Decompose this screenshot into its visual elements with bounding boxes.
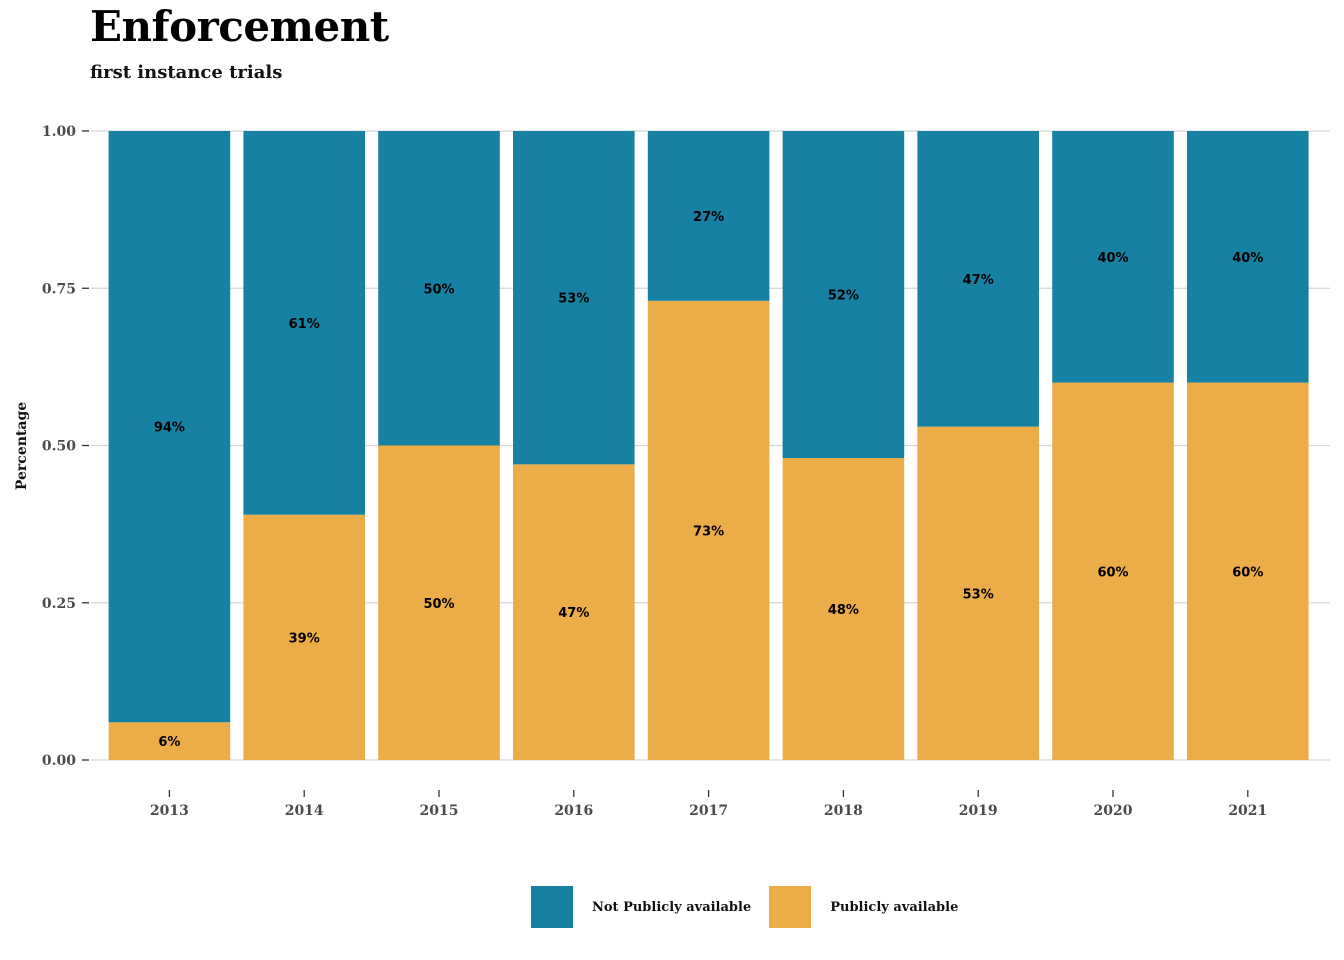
legend-item-not-public: Not Publicly available (531, 886, 751, 928)
label-not-public-2019: 47% (963, 273, 994, 288)
x-tick-label-2019: 2019 (959, 803, 998, 819)
bar-not-public-2014 (243, 131, 365, 515)
bar-public-2017 (647, 300, 770, 760)
chart-title: Enforcement (90, 2, 389, 51)
label-public-2019: 53% (963, 587, 994, 602)
bar-not-public-2019 (917, 131, 1039, 427)
label-not-public-2013: 94% (154, 421, 185, 436)
legend: Not Publicly available Publicly availabl… (531, 886, 976, 928)
bar-public-2015 (378, 445, 500, 760)
x-axis: 2013 2014 2015 2016 2017 2018 2019 2020 2021 (150, 790, 1267, 819)
bar-not-public-2018 (782, 131, 905, 459)
chart-subtitle: first instance trials (90, 62, 283, 83)
bar-public-2013 (108, 722, 231, 760)
label-not-public-2014: 61% (289, 317, 320, 332)
label-not-public-2021: 40% (1232, 251, 1263, 266)
y-axis-title: Percentage (14, 402, 30, 490)
label-public-2021: 60% (1232, 565, 1263, 580)
y-tick-label-3: 0.75 (42, 281, 76, 297)
x-tick-label-2014: 2014 (285, 803, 324, 819)
bars (108, 131, 1309, 760)
legend-swatch-not-public (531, 886, 573, 928)
bar-not-public-2021 (1187, 131, 1309, 383)
x-tick-label-2013: 2013 (150, 803, 189, 819)
x-tick-label-2018: 2018 (824, 803, 863, 819)
bar-public-2020 (1052, 382, 1174, 760)
label-public-2016: 47% (558, 606, 589, 621)
x-tick-label-2021: 2021 (1228, 803, 1267, 819)
x-tick-label-2016: 2016 (554, 803, 593, 819)
label-public-2018: 48% (828, 603, 859, 618)
bar-public-2014 (243, 514, 365, 760)
bar-not-public-2015 (378, 131, 500, 446)
bar-public-2019 (917, 426, 1039, 760)
y-tick-label-0: 0.00 (42, 753, 76, 769)
legend-swatch-public (769, 886, 812, 928)
label-not-public-2016: 53% (558, 292, 589, 307)
bar-public-2016 (513, 464, 635, 760)
label-not-public-2017: 27% (693, 210, 724, 225)
y-tick-label-4: 1.00 (42, 124, 76, 140)
x-tick-label-2015: 2015 (420, 803, 459, 819)
legend-label-public: Publicly available (830, 899, 959, 915)
x-tick-label-2017: 2017 (689, 803, 728, 819)
y-tick-label-1: 0.25 (42, 596, 76, 612)
legend-item-public: Publicly available (769, 886, 958, 928)
bar-not-public-2016 (513, 131, 635, 465)
bar-not-public-2017 (647, 131, 770, 301)
label-not-public-2020: 40% (1097, 251, 1128, 266)
data-labels: 6% 94% 39% 61% 50% 50% 47% 53% 73% 27% 48% 52% 53% 47… (154, 210, 1264, 750)
label-public-2014: 39% (289, 631, 320, 646)
label-public-2013: 6% (158, 735, 180, 750)
bar-not-public-2020 (1052, 131, 1174, 383)
y-axis: 0.00 0.25 0.50 0.75 1.00 (42, 124, 89, 769)
label-public-2020: 60% (1097, 565, 1128, 580)
legend-label-not-public: Not Publicly available (592, 899, 752, 915)
label-not-public-2015: 50% (423, 282, 454, 297)
label-not-public-2018: 52% (828, 289, 859, 304)
x-tick-label-2020: 2020 (1094, 803, 1133, 819)
label-public-2017: 73% (693, 524, 724, 539)
y-tick-label-2: 0.50 (42, 439, 76, 455)
label-public-2015: 50% (423, 597, 454, 612)
bar-public-2021 (1187, 382, 1309, 760)
bar-public-2018 (782, 458, 905, 760)
bar-not-public-2013 (108, 131, 231, 723)
